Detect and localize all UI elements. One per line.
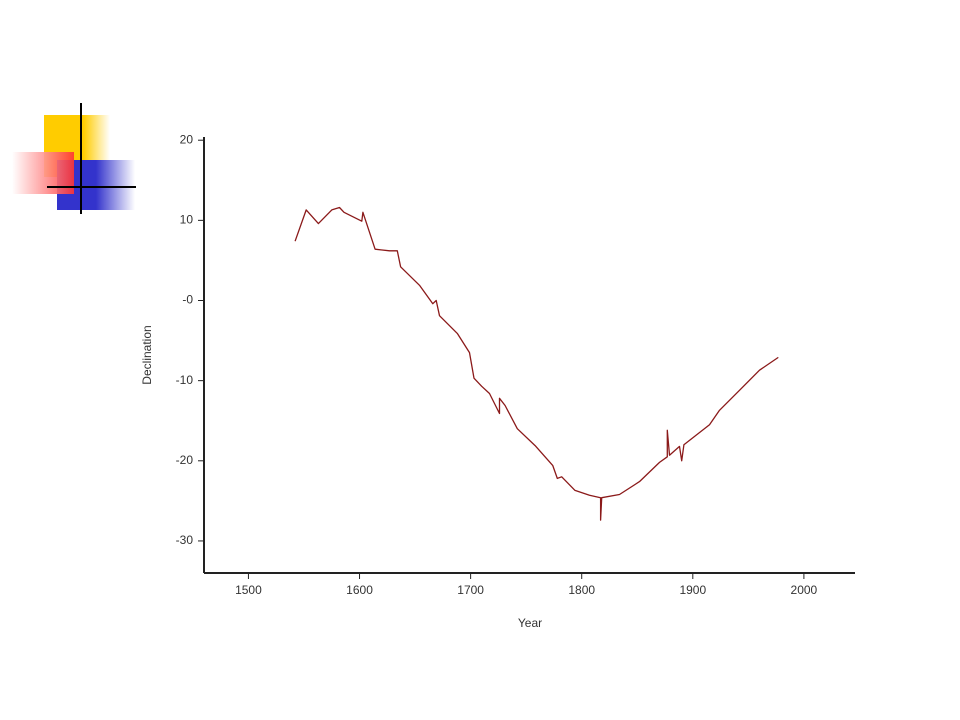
data-line (294, 206, 779, 521)
y-tick-label: -30 (176, 533, 194, 547)
y-axis-label: Declination (140, 325, 154, 384)
x-tick-label: 1700 (457, 583, 484, 597)
x-axis-label: Year (518, 616, 542, 630)
x-tick-label: 1800 (568, 583, 595, 597)
y-tick-label: -20 (176, 453, 194, 467)
x-tick-label: 2000 (791, 583, 818, 597)
x-tick-label: 1500 (235, 583, 262, 597)
slide-decoration (12, 103, 136, 214)
x-tick-label: 1900 (679, 583, 706, 597)
y-tick-label: -10 (176, 373, 194, 387)
y-tick-label: 20 (180, 132, 194, 146)
x-tick-label: 1600 (346, 583, 373, 597)
y-tick-label: -0 (182, 293, 193, 307)
y-tick-label: 10 (180, 213, 194, 227)
